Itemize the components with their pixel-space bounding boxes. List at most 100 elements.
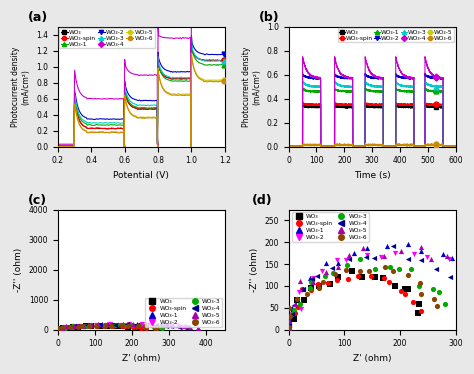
Point bbox=[292, 310, 299, 316]
Point bbox=[55, 326, 63, 332]
Point bbox=[54, 327, 62, 332]
Point bbox=[80, 324, 88, 329]
Point bbox=[56, 325, 64, 331]
Point bbox=[54, 327, 62, 332]
Point bbox=[186, 324, 193, 330]
Point bbox=[323, 260, 330, 266]
Point bbox=[316, 285, 323, 291]
Point bbox=[372, 266, 379, 272]
Point bbox=[404, 241, 412, 247]
Point bbox=[345, 252, 353, 258]
Point bbox=[448, 255, 456, 261]
Point bbox=[92, 322, 100, 328]
Point bbox=[385, 279, 393, 285]
Point bbox=[291, 307, 298, 313]
Point bbox=[153, 325, 161, 331]
Point bbox=[119, 321, 127, 327]
Point bbox=[64, 324, 72, 330]
Point bbox=[424, 254, 431, 260]
Point bbox=[435, 289, 443, 295]
Point bbox=[335, 264, 342, 270]
Point bbox=[342, 257, 350, 263]
Point bbox=[163, 322, 171, 328]
Point bbox=[109, 323, 117, 329]
Point bbox=[297, 278, 304, 284]
Point bbox=[298, 286, 306, 292]
Point bbox=[381, 264, 389, 270]
Point bbox=[288, 311, 295, 317]
Point bbox=[417, 291, 425, 297]
Point bbox=[316, 283, 323, 289]
Point bbox=[314, 281, 321, 287]
Point bbox=[54, 326, 62, 332]
Point bbox=[174, 323, 182, 329]
Point bbox=[414, 310, 422, 316]
Point bbox=[300, 286, 307, 292]
Point bbox=[58, 325, 65, 331]
Point bbox=[152, 322, 160, 328]
Point bbox=[68, 324, 76, 330]
Legend: WO₃, WO₃-spin, WO₃-1, WO₃-2, WO₃-3, WO₃-4, WO₃-5, WO₃-6: WO₃, WO₃-spin, WO₃-1, WO₃-2, WO₃-3, WO₃-… bbox=[292, 212, 369, 242]
Point bbox=[194, 325, 201, 331]
Point bbox=[182, 325, 190, 331]
Point bbox=[94, 322, 102, 328]
Point bbox=[181, 323, 188, 329]
Point bbox=[54, 325, 62, 331]
Point bbox=[363, 254, 370, 260]
Point bbox=[54, 327, 62, 332]
Point bbox=[117, 323, 125, 329]
Point bbox=[54, 327, 62, 332]
Point bbox=[291, 311, 298, 317]
Point bbox=[118, 322, 125, 328]
Point bbox=[364, 252, 371, 258]
Point bbox=[380, 253, 387, 259]
Point bbox=[294, 304, 302, 310]
Point bbox=[391, 250, 399, 256]
Point bbox=[149, 322, 156, 328]
Point bbox=[296, 301, 304, 307]
Point bbox=[161, 322, 169, 328]
Point bbox=[285, 318, 292, 324]
Point bbox=[103, 323, 110, 329]
Point bbox=[431, 296, 438, 302]
Point bbox=[285, 318, 292, 324]
Point bbox=[328, 265, 336, 271]
Point bbox=[290, 316, 298, 322]
Point bbox=[74, 324, 82, 329]
Point bbox=[418, 308, 425, 314]
Point bbox=[303, 291, 311, 297]
Point bbox=[98, 321, 105, 327]
Point bbox=[194, 325, 202, 331]
Text: (c): (c) bbox=[28, 194, 47, 207]
Point bbox=[96, 323, 104, 329]
Y-axis label: Photocurrent density
(mA/cm²): Photocurrent density (mA/cm²) bbox=[11, 47, 30, 127]
Point bbox=[132, 324, 139, 330]
Point bbox=[309, 275, 317, 281]
Point bbox=[62, 323, 70, 329]
Point bbox=[427, 256, 435, 262]
Point bbox=[66, 324, 74, 330]
Point bbox=[429, 286, 437, 292]
Point bbox=[301, 297, 308, 303]
Point bbox=[333, 277, 341, 283]
Point bbox=[85, 323, 93, 329]
Point bbox=[306, 285, 314, 291]
Point bbox=[407, 266, 414, 272]
Point bbox=[151, 325, 159, 331]
Point bbox=[83, 322, 91, 328]
Point bbox=[82, 324, 90, 329]
Point bbox=[415, 301, 423, 307]
Point bbox=[103, 321, 111, 327]
Point bbox=[56, 325, 64, 331]
Point bbox=[64, 325, 72, 331]
Point bbox=[307, 275, 314, 281]
Point bbox=[358, 274, 365, 280]
Point bbox=[285, 327, 292, 332]
Text: (a): (a) bbox=[28, 11, 48, 24]
Point bbox=[101, 323, 109, 329]
Point bbox=[410, 251, 418, 257]
Point bbox=[116, 322, 123, 328]
Point bbox=[111, 322, 118, 328]
Point bbox=[383, 243, 391, 249]
Point bbox=[418, 248, 425, 254]
